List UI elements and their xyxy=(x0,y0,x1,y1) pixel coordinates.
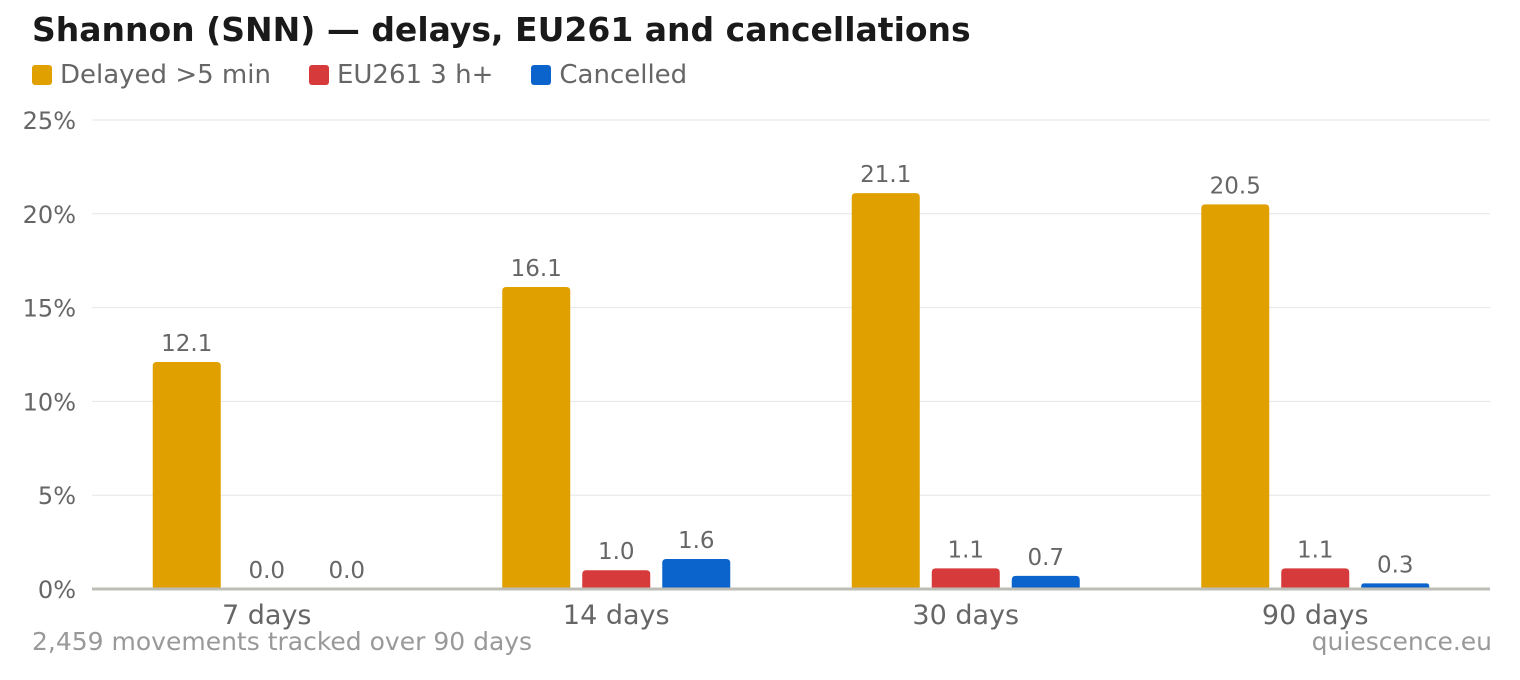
data-label: 16.1 xyxy=(511,256,562,282)
data-label: 1.6 xyxy=(678,528,715,554)
y-tick-label: 15% xyxy=(23,295,76,323)
data-label: 0.0 xyxy=(328,558,365,584)
legend-item-delayed[interactable]: Delayed >5 min xyxy=(32,60,271,90)
x-tick-label: 7 days xyxy=(222,600,312,631)
bar xyxy=(1281,568,1350,589)
chart-title: Shannon (SNN) — delays, EU261 and cancel… xyxy=(32,10,971,49)
y-tick-label: 5% xyxy=(38,482,76,510)
data-label: 0.7 xyxy=(1027,545,1064,571)
legend-item-eu261[interactable]: EU261 3 h+ xyxy=(308,60,494,90)
data-label: 0.3 xyxy=(1377,552,1414,578)
data-label: 1.1 xyxy=(1297,537,1334,563)
bar xyxy=(662,558,731,589)
data-label: 20.5 xyxy=(1210,173,1261,199)
data-label: 21.1 xyxy=(860,162,911,188)
bar xyxy=(152,362,221,589)
legend-swatch-eu261 xyxy=(308,65,329,85)
legend: Delayed >5 min EU261 3 h+ Cancelled xyxy=(32,60,687,90)
y-tick-label: 25% xyxy=(23,107,76,135)
legend-label-cancelled: Cancelled xyxy=(559,60,688,90)
legend-label-eu261: EU261 3 h+ xyxy=(336,60,494,90)
source-credit: quiescence.eu xyxy=(1311,627,1492,656)
x-tick-label: 90 days xyxy=(1262,600,1369,631)
y-tick-label: 10% xyxy=(23,388,76,416)
footnote: 2,459 movements tracked over 90 days xyxy=(32,627,533,656)
bar xyxy=(1011,575,1080,589)
legend-label-delayed: Delayed >5 min xyxy=(60,60,271,90)
data-label: 1.1 xyxy=(947,537,984,563)
bar xyxy=(931,568,1000,589)
y-tick-label: 0% xyxy=(38,576,76,604)
data-label: 12.1 xyxy=(161,331,212,357)
bar xyxy=(502,286,571,589)
legend-swatch-cancelled xyxy=(531,65,552,85)
legend-item-cancelled[interactable]: Cancelled xyxy=(531,60,687,90)
data-label: 1.0 xyxy=(598,539,635,565)
bar xyxy=(1201,204,1270,590)
data-label: 0.0 xyxy=(248,558,285,584)
bar xyxy=(582,570,651,589)
x-tick-label: 14 days xyxy=(563,600,670,631)
y-tick-label: 20% xyxy=(23,201,76,229)
legend-swatch-delayed xyxy=(32,65,52,85)
bar xyxy=(851,193,920,589)
x-tick-label: 30 days xyxy=(912,600,1019,631)
